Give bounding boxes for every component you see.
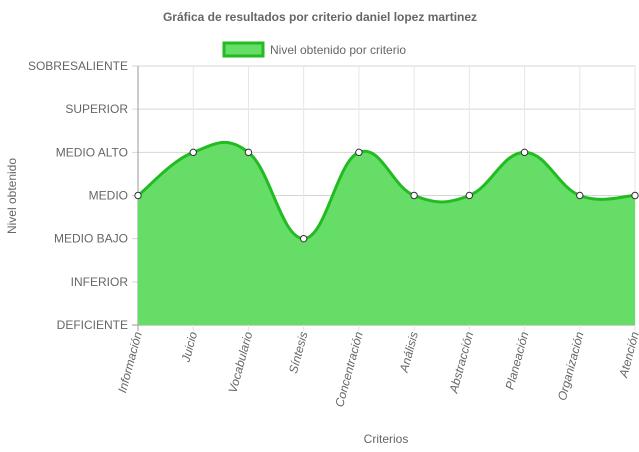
chart-title: Gráfica de resultados por criterio danie… — [163, 10, 477, 24]
data-point[interactable] — [520, 148, 529, 157]
x-tick-label: Información — [115, 330, 145, 394]
y-tick-label: MEDIO BAJO — [54, 232, 128, 246]
y-tick-label: MEDIO — [89, 189, 128, 203]
data-point[interactable] — [631, 191, 639, 200]
data-point[interactable] — [465, 191, 474, 200]
data-point[interactable] — [299, 234, 308, 243]
x-tick-label: Atención — [616, 330, 639, 380]
y-tick-label: INFERIOR — [71, 275, 129, 289]
x-tick-label: Abstracción — [446, 330, 476, 395]
data-point[interactable] — [244, 148, 253, 157]
data-point[interactable] — [134, 191, 142, 200]
y-tick-label: MEDIO ALTO — [56, 145, 128, 159]
x-tick-label: Juicio — [178, 330, 200, 365]
data-point[interactable] — [189, 148, 197, 157]
data-point[interactable] — [410, 191, 418, 200]
x-tick-label: Análisis — [397, 330, 421, 375]
x-axis-ticks: Información Juicio Vocabulario Síntesis Conc… — [115, 330, 639, 409]
x-tick-label: Síntesis — [286, 330, 311, 375]
series-line — [137, 140, 636, 241]
y-tick-label: SUPERIOR — [65, 102, 128, 116]
x-axis-title: Criterios — [364, 432, 409, 446]
x-tick-label: Planeación — [503, 330, 532, 391]
y-axis-ticks: DEFICIENTE INFERIOR MEDIO BAJO MEDIO MEDIO A… — [28, 59, 128, 332]
y-tick-label: DEFICIENTE — [57, 318, 128, 332]
x-tick-label: Vocabulario — [226, 330, 256, 395]
legend-swatch — [222, 41, 265, 58]
x-tick-label: Concentración — [332, 330, 366, 409]
legend-label: Nivel obtenido por criterio — [270, 43, 406, 57]
y-tick-label: SOBRESALIENTE — [28, 59, 128, 73]
series-fill — [138, 142, 635, 325]
y-axis-title: Nivel obtenido — [5, 158, 19, 234]
legend[interactable]: Nivel obtenido por criterio — [222, 41, 406, 58]
x-tick-label: Organización — [555, 330, 587, 402]
series-area — [134, 140, 639, 325]
data-point[interactable] — [355, 148, 363, 157]
data-point[interactable] — [576, 191, 584, 200]
